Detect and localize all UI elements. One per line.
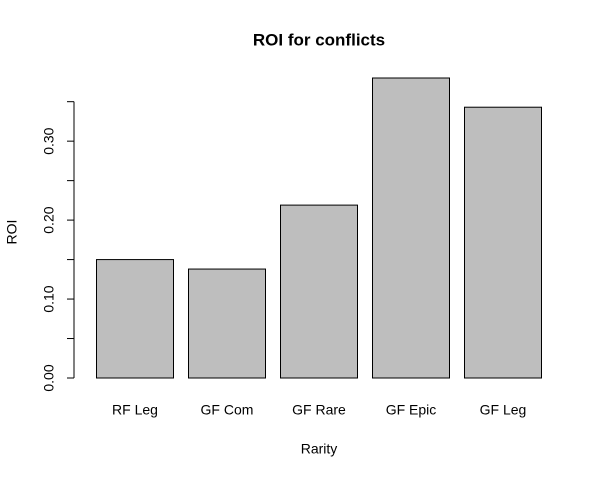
y-tick-label: 0.10 [41,285,57,312]
bar [464,106,542,379]
x-tick-label: GF Rare [292,402,346,418]
y-tick-label: 0.00 [41,364,57,391]
x-tick-label: RF Leg [112,402,158,418]
x-tick-label: GF Leg [480,402,527,418]
x-tick-label: GF Epic [386,402,437,418]
bar [280,204,358,379]
x-tick-label: GF Com [201,402,254,418]
chart-title: ROI for conflicts [253,30,385,49]
bar [188,268,266,379]
bar [372,77,450,379]
y-tick-label: 0.20 [41,206,57,233]
bar [96,259,174,379]
y-axis-label: ROI [4,220,20,245]
x-axis-label: Rarity [301,441,338,457]
y-tick-label: 0.30 [41,127,57,154]
